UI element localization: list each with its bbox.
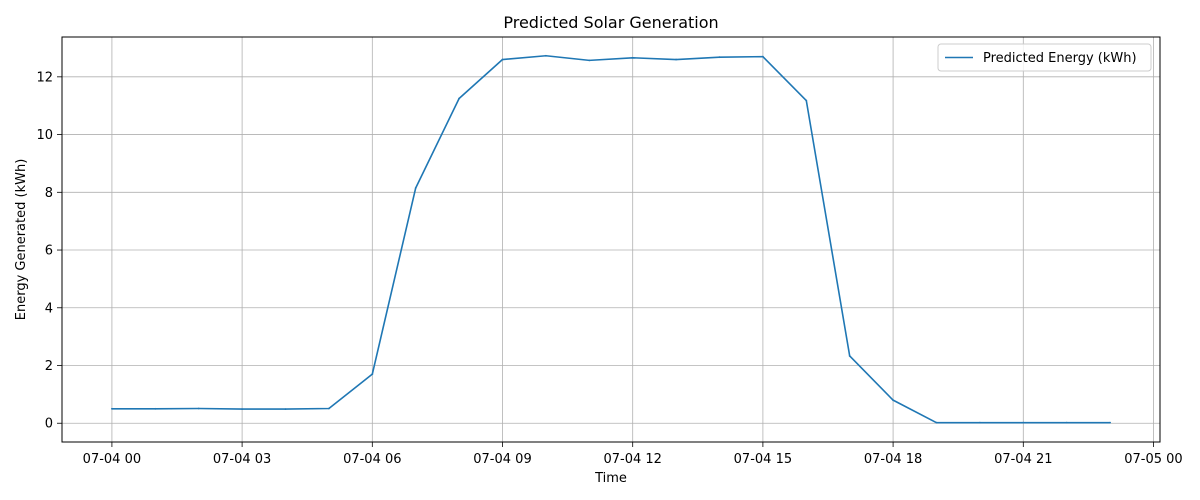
- x-tick-label: 07-04 21: [994, 452, 1052, 467]
- data-point: [111, 407, 113, 410]
- x-tick-label: 07-05 00: [1124, 452, 1182, 467]
- grid: [62, 37, 1160, 442]
- legend-label: Predicted Energy (kWh): [983, 51, 1137, 66]
- data-point: [414, 187, 417, 189]
- data-point: [761, 55, 764, 58]
- data-point: [154, 407, 157, 410]
- x-tick-label: 07-04 06: [343, 452, 401, 467]
- y-tick-label: 4: [45, 301, 53, 316]
- data-point: [241, 408, 244, 410]
- series-layer: [111, 54, 1111, 424]
- y-tick-label: 8: [45, 186, 53, 201]
- data-point: [284, 408, 287, 410]
- data-point: [631, 56, 634, 59]
- y-tick-label: 12: [36, 70, 53, 85]
- data-point: [371, 373, 374, 376]
- data-point: [197, 407, 200, 410]
- data-point: [935, 421, 938, 424]
- y-axis-ticks: 0 2 4 6 8 10 12: [36, 70, 62, 432]
- data-point: [1109, 421, 1111, 424]
- data-point: [675, 58, 677, 61]
- plot-frame: [61, 36, 1161, 443]
- y-tick-label: 2: [45, 359, 53, 374]
- data-point: [718, 56, 721, 59]
- legend: Predicted Energy (kWh): [937, 43, 1152, 72]
- x-tick-label: 07-04 15: [734, 452, 792, 467]
- y-tick-label: 0: [45, 417, 53, 432]
- chart-title: Predicted Solar Generation: [503, 13, 718, 32]
- x-tick-label: 07-04 18: [864, 452, 922, 467]
- data-point: [328, 407, 330, 410]
- data-point: [1065, 421, 1068, 424]
- x-tick-label: 07-04 12: [603, 452, 661, 467]
- x-axis-title: Time: [594, 471, 627, 486]
- x-tick-label: 07-04 03: [213, 452, 271, 467]
- series-line: [111, 54, 1111, 424]
- data-point: [458, 97, 461, 100]
- x-tick-label: 07-04 09: [473, 452, 531, 467]
- data-point: [1022, 421, 1025, 424]
- x-axis-ticks: 07-04 00 07-04 03 07-04 06 07-04 09 07-04 12…: [83, 442, 1183, 467]
- x-tick-label: 07-04 00: [83, 452, 141, 467]
- y-axis-title: Energy Generated (kWh): [14, 159, 29, 321]
- data-point: [588, 59, 591, 62]
- legend-box: [937, 43, 1152, 72]
- data-point: [978, 421, 981, 424]
- data-point: [545, 54, 547, 57]
- data-point: [892, 399, 894, 402]
- data-point: [848, 355, 851, 357]
- data-point: [501, 58, 504, 61]
- y-tick-label: 6: [45, 244, 53, 259]
- data-point: [805, 99, 808, 102]
- y-tick-label: 10: [36, 128, 53, 143]
